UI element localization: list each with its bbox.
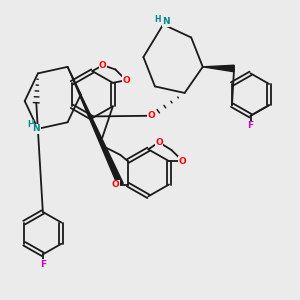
- Text: H: H: [27, 120, 34, 129]
- Text: F: F: [248, 121, 254, 130]
- Text: O: O: [148, 111, 155, 120]
- Text: F: F: [40, 260, 46, 268]
- Text: O: O: [155, 138, 163, 147]
- Polygon shape: [203, 65, 234, 72]
- Text: O: O: [122, 76, 130, 85]
- Text: N: N: [162, 17, 169, 26]
- Text: O: O: [112, 180, 119, 189]
- Text: O: O: [179, 157, 187, 166]
- Text: N: N: [32, 124, 40, 133]
- Text: H: H: [154, 15, 160, 24]
- Text: O: O: [99, 61, 107, 70]
- Polygon shape: [68, 67, 123, 186]
